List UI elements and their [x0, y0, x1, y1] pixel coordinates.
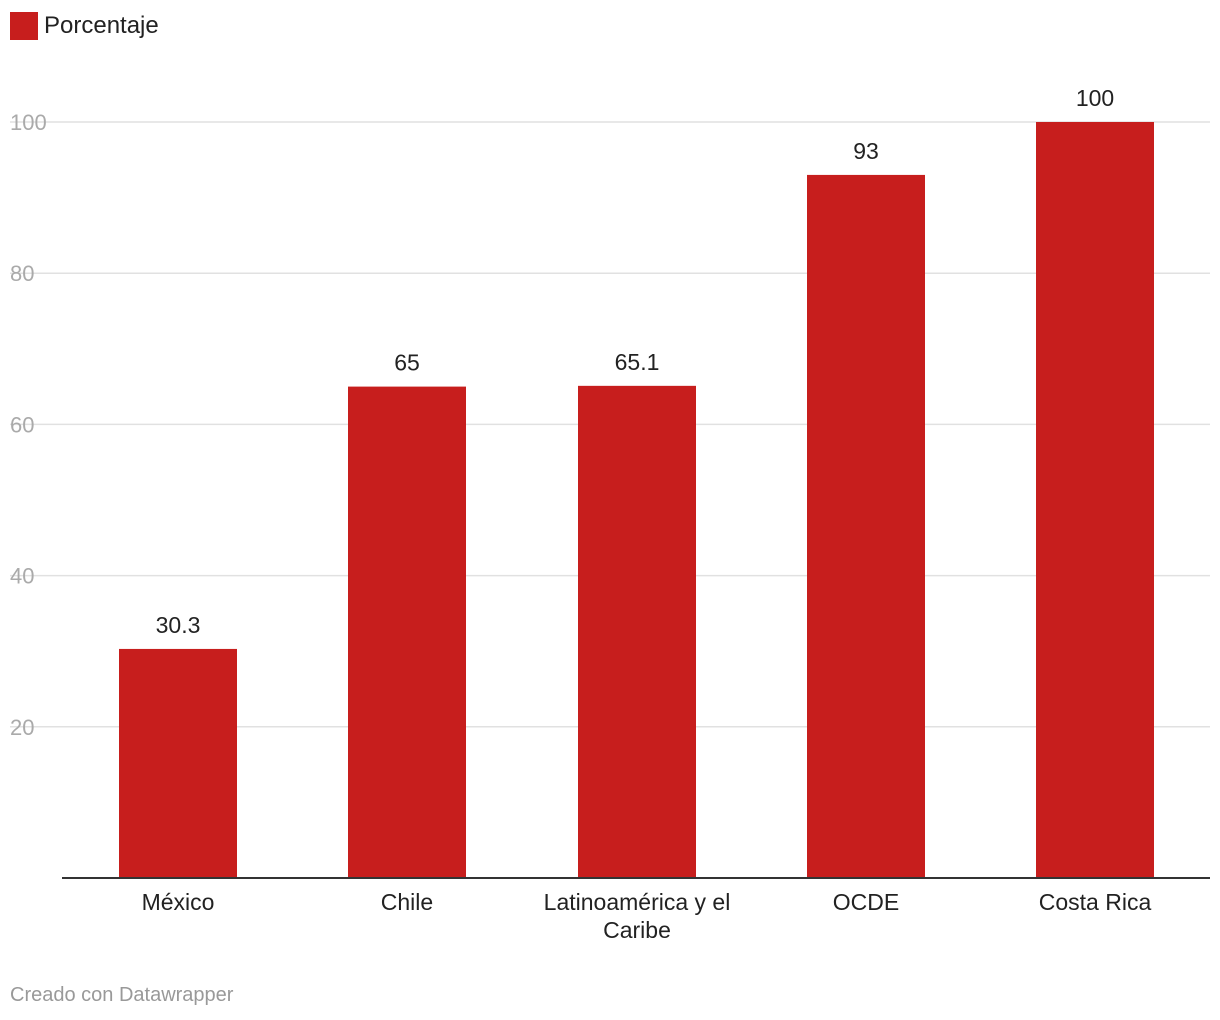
value-label: 100 — [1076, 85, 1114, 111]
bar — [807, 174, 925, 879]
bar — [578, 385, 696, 878]
x-tick-label: México — [142, 889, 215, 915]
y-tick-label: 40 — [10, 564, 34, 589]
value-label: 93 — [853, 138, 879, 164]
x-tick-label: OCDE — [833, 889, 899, 915]
y-tick-label: 20 — [10, 715, 34, 740]
legend-label: Porcentaje — [44, 12, 159, 39]
value-label: 65.1 — [615, 349, 660, 375]
y-tick-label: 100 — [10, 110, 47, 135]
x-tick-label: Latinoamérica y el Caribe — [544, 889, 731, 943]
bars — [119, 122, 1154, 879]
y-axis-ticks: 20 40 60 80 100 — [10, 110, 47, 740]
legend-swatch — [10, 12, 38, 40]
bar — [348, 386, 466, 878]
y-tick-label: 80 — [10, 261, 34, 286]
value-labels: 30.3 65 65.1 93 100 — [156, 85, 1115, 638]
x-tick-label: Costa Rica — [1039, 889, 1152, 915]
y-tick-label: 60 — [10, 412, 34, 437]
bar — [1036, 122, 1154, 878]
footer-credit: Creado con Datawrapper — [10, 984, 234, 1006]
value-label: 65 — [394, 350, 420, 376]
x-tick-label: Chile — [381, 889, 433, 915]
x-axis-ticks: México Chile Latinoamérica y el Caribe OCDE C… — [142, 889, 1152, 943]
value-label: 30.3 — [156, 612, 201, 638]
legend: Porcentaje — [10, 12, 159, 40]
bar — [119, 648, 237, 878]
